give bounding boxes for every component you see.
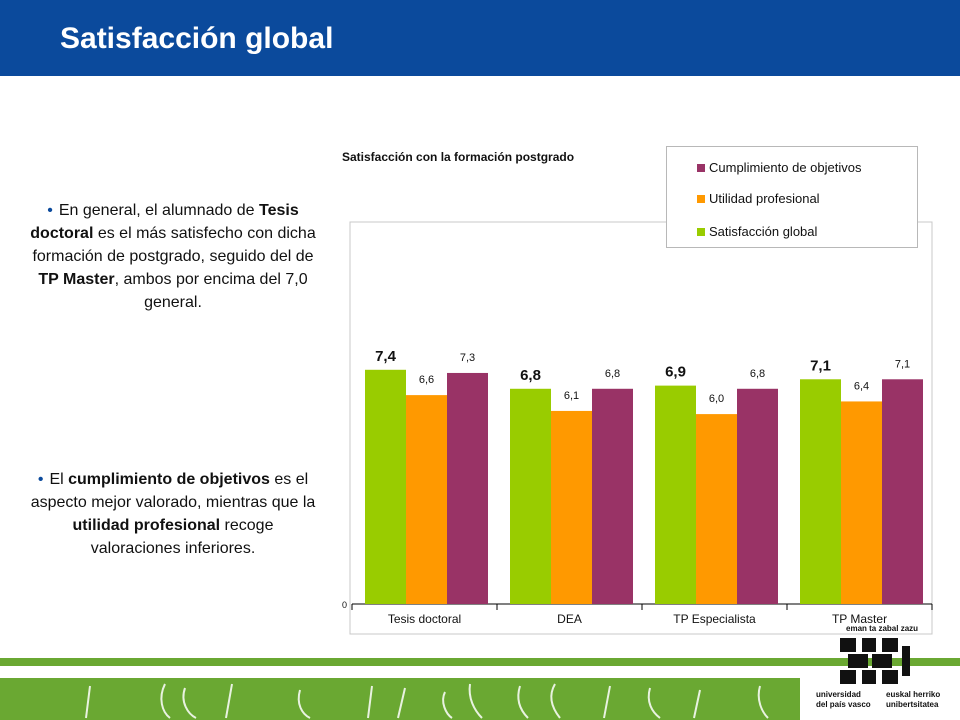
bar [551,410,592,604]
p2-bold2: utilidad profesional [72,517,221,534]
data-label: 7,1 [895,358,910,370]
data-label: 6,6 [419,374,434,386]
logo-text-left-1: universidad [816,690,861,699]
bar [841,401,882,604]
data-label: 6,4 [854,380,869,392]
data-label: 7,1 [810,357,831,374]
bar [592,388,633,604]
category-label: DEA [557,612,582,626]
bar [365,369,406,604]
footer-stripe [0,658,960,666]
footer-decoration [85,683,769,719]
logo-text-left-2: del país vasco [816,700,871,709]
data-label: 7,3 [460,352,475,364]
p2-part3: recoge valoraciones inferiores. [90,517,274,557]
category-label: Tesis doctoral [388,612,461,626]
bar [737,388,778,604]
legend-swatch-utilidad [697,194,705,203]
university-logo: eman ta zabal zazu universidad del país … [812,624,952,716]
legend-label-utilidad: Utilidad profesional [709,191,820,206]
bar [510,388,551,604]
text-paragraph-1: • En general, el alumnado de Tesis doctor… [28,199,318,314]
chart-title: Satisfacción con la formación postgrado [342,150,575,164]
legend-swatch-global [697,227,705,236]
bullet-icon: • [37,471,44,488]
data-label: 6,8 [605,368,620,380]
logo-tagline: eman ta zabal zazu [846,624,919,633]
data-label: 6,8 [750,368,765,380]
data-label: 6,9 [665,364,686,381]
legend-swatch-cumplimiento [697,163,705,172]
category-label: TP Especialista [673,612,756,626]
data-label: 6,8 [520,367,541,384]
page-title: Satisfacción global [60,22,334,55]
bar [882,379,923,604]
bullet-icon: • [47,202,53,219]
category-label: TP Master [832,612,887,626]
legend-item-utilidad: Utilidad profesional [697,191,820,207]
bar [447,372,488,604]
data-label: 6,1 [564,390,579,402]
data-label: 7,4 [375,348,397,365]
legend-item-global: Satisfacción global [697,224,817,240]
p2-bold1: cumplimiento de objetivos [68,471,270,488]
plot-area [349,221,933,635]
p1-bold1: Tesis doctoral [30,202,299,242]
logo-text-right-2: unibertsitatea [886,700,939,709]
chart-legend: Cumplimiento de objetivos Utilidad profe… [666,146,918,248]
header-bar: Satisfacción global [0,0,960,76]
footer-band [0,678,800,720]
p2-part2: es el aspecto mejor valorado, mientras q… [30,471,316,511]
p2-part1: El [49,471,69,488]
bar [655,385,696,604]
legend-label-cumplimiento: Cumplimiento de objetivos [709,160,862,175]
bar [800,379,841,604]
logo-text-right-1: euskal herriko [886,690,941,699]
p1-bold2: TP Master [38,271,115,288]
p1-part3: , ambos por encima del 7,0 general. [114,271,308,311]
legend-label-global: Satisfacción global [709,224,818,239]
y-tick-label: 0 [342,600,347,610]
bar [406,395,447,604]
logo-emblem-icon [840,638,910,684]
legend-item-cumplimiento: Cumplimiento de objetivos [697,160,861,176]
data-label: 6,0 [709,393,724,405]
p1-part1: En general, el alumnado de [58,202,259,219]
bar [696,414,737,604]
p1-part2: es el más satisfecho con dicha formación… [32,225,316,265]
text-paragraph-2: • El cumplimiento de objetivos es el aspe… [28,468,318,560]
